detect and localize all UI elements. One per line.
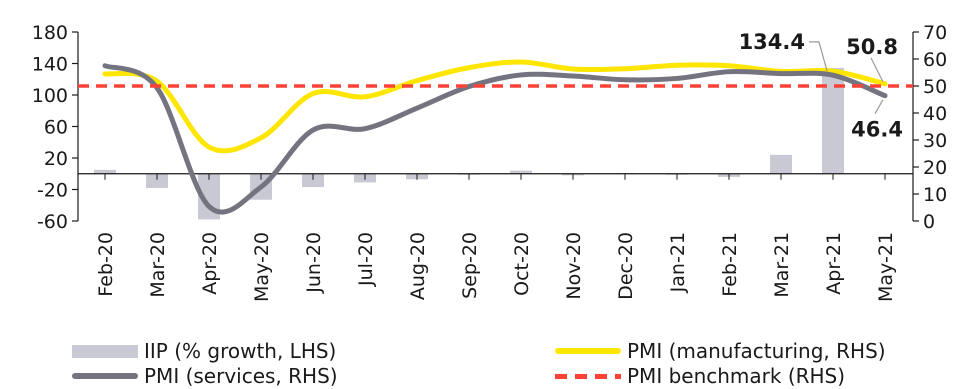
legend-item-pmi-services: PMI (services, RHS) <box>72 363 338 389</box>
chart-canvas: -60 -20 20 60 100 140 180 0 10 20 30 40 50 60 70 Feb-20… <box>32 22 947 302</box>
legend-label-pmi-manufacturing: PMI (manufacturing, RHS) <box>627 339 886 363</box>
right-tick-label: 40 <box>923 103 947 125</box>
legend-label-iip: IIP (% growth, LHS) <box>144 339 337 363</box>
x-tick-label: Feb-21 <box>719 232 741 297</box>
annotations: 134.4 50.8 46.4 <box>739 30 903 142</box>
annotation-label: 50.8 <box>846 35 898 59</box>
legend-swatch-dashed-line <box>555 373 621 379</box>
x-tick-label: Jun-20 <box>303 232 325 294</box>
annotation-label: 134.4 <box>739 30 805 54</box>
legend-item-pmi-manufacturing: PMI (manufacturing, RHS) <box>555 338 886 364</box>
x-tick-label: Mar-20 <box>147 232 169 298</box>
pmi-services-line <box>102 63 888 215</box>
x-tick-label: Oct-20 <box>511 232 533 296</box>
legend-item-pmi-benchmark: PMI benchmark (RHS) <box>555 363 845 389</box>
left-tick-label: -60 <box>37 211 68 233</box>
legend-label-pmi-benchmark: PMI benchmark (RHS) <box>627 364 846 388</box>
pmi-lines <box>78 59 913 215</box>
legend-swatch-bar <box>72 344 138 358</box>
iip-bar <box>770 154 792 174</box>
left-tick-label: 60 <box>44 117 68 139</box>
legend-swatch-yellow-line <box>555 348 621 354</box>
iip-bar <box>510 170 532 174</box>
annotation-leader <box>874 99 884 115</box>
x-tick-label: Jul-20 <box>355 232 377 287</box>
x-tick-label: Feb-20 <box>95 232 117 297</box>
legend-item-iip: IIP (% growth, LHS) <box>72 338 336 364</box>
x-tick-label: May-20 <box>251 232 273 302</box>
legend-swatch-gray-line <box>72 373 138 379</box>
x-tick-label: Nov-20 <box>563 232 585 300</box>
right-tick-label: 60 <box>923 49 947 71</box>
iip-bar <box>146 173 168 188</box>
left-tick-label: -20 <box>37 180 68 202</box>
left-tick-label: 100 <box>32 85 68 107</box>
x-tick-label: Apr-21 <box>823 232 845 295</box>
x-tick-label: May-21 <box>875 232 897 302</box>
x-tick-label: Sep-20 <box>459 232 481 299</box>
right-tick-label: 70 <box>923 22 947 44</box>
pmi-manufacturing-line <box>102 59 888 154</box>
iip-bar <box>302 173 324 188</box>
x-tick-label: Aug-20 <box>407 232 429 300</box>
left-tick-label: 140 <box>32 54 68 76</box>
iip-bar <box>822 67 844 174</box>
x-tick-label: Dec-20 <box>615 232 637 300</box>
right-tick-label: 20 <box>923 157 947 179</box>
right-tick-label: 10 <box>923 184 947 206</box>
right-tick-label: 50 <box>923 76 947 98</box>
tick-labels: -60 -20 20 60 100 140 180 0 10 20 30 40 50 60 70 Feb-20… <box>32 22 947 302</box>
legend-label-pmi-services: PMI (services, RHS) <box>144 364 338 388</box>
annotation-leader <box>809 41 828 72</box>
axes <box>72 31 919 222</box>
annotation-leader <box>870 57 884 83</box>
left-tick-label: 20 <box>44 148 68 170</box>
right-tick-label: 30 <box>923 130 947 152</box>
right-tick-label: 0 <box>923 211 935 233</box>
iip-bar <box>94 169 116 174</box>
legend: IIP (% growth, LHS) PMI (manufacturing, … <box>0 330 968 389</box>
x-tick-label: Apr-20 <box>199 232 221 295</box>
x-tick-label: Mar-21 <box>771 232 793 298</box>
annotation-label: 46.4 <box>851 118 903 142</box>
x-tick-label: Jan-21 <box>667 232 689 293</box>
left-tick-label: 180 <box>32 22 68 44</box>
